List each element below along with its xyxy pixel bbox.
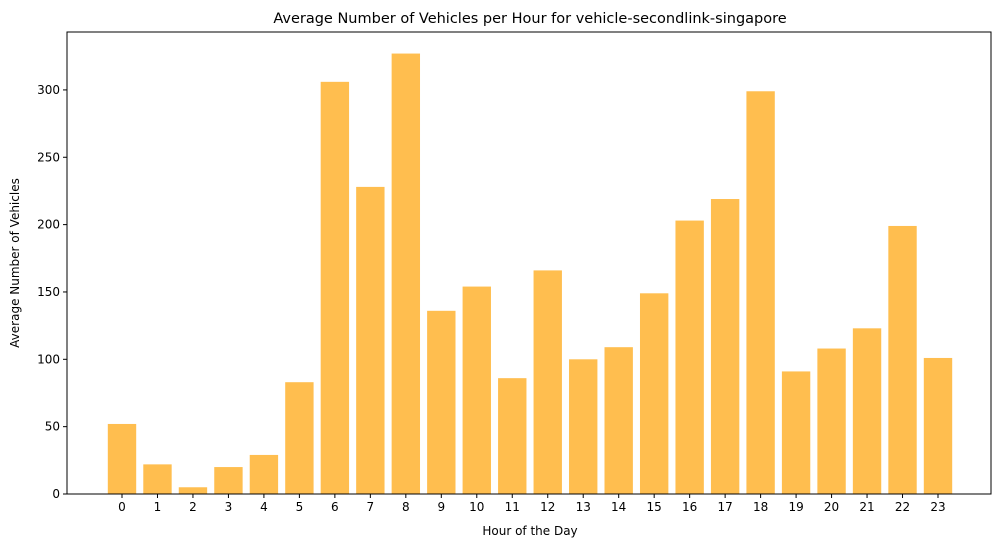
y-tick-label: 300 bbox=[37, 83, 60, 97]
bar-hour-16 bbox=[675, 220, 704, 495]
bar-hour-9 bbox=[427, 310, 456, 494]
bar-hour-3 bbox=[214, 467, 243, 494]
x-tick-label: 8 bbox=[402, 500, 410, 514]
x-tick-label: 15 bbox=[647, 500, 662, 514]
x-tick-label: 9 bbox=[437, 500, 445, 514]
x-tick-label: 2 bbox=[189, 500, 197, 514]
x-tick-label: 5 bbox=[296, 500, 304, 514]
bars-group bbox=[107, 53, 953, 495]
bar-hour-17 bbox=[710, 199, 740, 495]
bar-hour-14 bbox=[604, 347, 633, 494]
chart-title: Average Number of Vehicles per Hour for … bbox=[273, 11, 786, 27]
bar-hour-22 bbox=[888, 225, 917, 495]
x-tick-label: 20 bbox=[824, 500, 839, 514]
x-tick-label: 10 bbox=[469, 500, 484, 514]
x-tick-label: 3 bbox=[225, 500, 233, 514]
x-tick-label: 1 bbox=[154, 500, 162, 514]
x-tick-label: 11 bbox=[505, 500, 520, 514]
x-tick-label: 18 bbox=[753, 500, 768, 514]
bar-hour-11 bbox=[498, 378, 527, 494]
x-axis-title: Hour of the Day bbox=[482, 524, 577, 538]
bar-hour-6 bbox=[320, 81, 350, 494]
bar-hour-0 bbox=[107, 423, 137, 494]
x-tick-label: 7 bbox=[367, 500, 375, 514]
y-tick-label: 200 bbox=[37, 218, 60, 232]
plot-frame bbox=[66, 31, 992, 495]
x-tick-label: 14 bbox=[611, 500, 626, 514]
bar-hour-8 bbox=[391, 53, 421, 494]
bar-hour-1 bbox=[143, 464, 172, 494]
bar-hour-19 bbox=[781, 371, 811, 494]
bar-hour-23 bbox=[923, 357, 953, 494]
bar-hour-4 bbox=[249, 454, 279, 494]
bar-hour-5 bbox=[285, 382, 314, 494]
x-tick-label: 22 bbox=[895, 500, 910, 514]
x-tick-label: 4 bbox=[260, 500, 268, 514]
y-axis-ticks: 0 50 100 150 200 250 300 bbox=[37, 83, 67, 501]
y-tick-label: 100 bbox=[37, 352, 60, 366]
x-tick-label: 17 bbox=[717, 500, 732, 514]
x-tick-label: 12 bbox=[540, 500, 555, 514]
y-tick-label: 50 bbox=[45, 420, 60, 434]
x-tick-label: 23 bbox=[930, 500, 945, 514]
x-tick-label: 0 bbox=[118, 500, 126, 514]
y-tick-label: 150 bbox=[37, 285, 60, 299]
bar-hour-13 bbox=[569, 359, 598, 494]
x-tick-label: 19 bbox=[788, 500, 803, 514]
x-tick-label: 6 bbox=[331, 500, 339, 514]
x-tick-label: 21 bbox=[859, 500, 874, 514]
y-tick-label: 0 bbox=[52, 487, 60, 501]
y-axis-title: Average Number of Vehicles bbox=[8, 178, 22, 348]
bar-hour-20 bbox=[817, 348, 846, 494]
bar-hour-2 bbox=[178, 487, 208, 494]
bar-hour-18 bbox=[746, 91, 775, 494]
x-tick-label: 13 bbox=[576, 500, 591, 514]
y-tick-label: 250 bbox=[37, 150, 60, 164]
bar-hour-15 bbox=[639, 293, 669, 494]
x-tick-label: 16 bbox=[682, 500, 697, 514]
bar-hour-12 bbox=[533, 270, 562, 494]
x-axis-ticks: 0 1 2 3 4 5 6 7 8 9 10 11 12 13 14 15 16 17 18 19 20 21 22 23 bbox=[118, 494, 946, 514]
bar-hour-10 bbox=[462, 286, 491, 494]
bar-hour-21 bbox=[852, 328, 882, 494]
bar-hour-7 bbox=[356, 186, 385, 495]
